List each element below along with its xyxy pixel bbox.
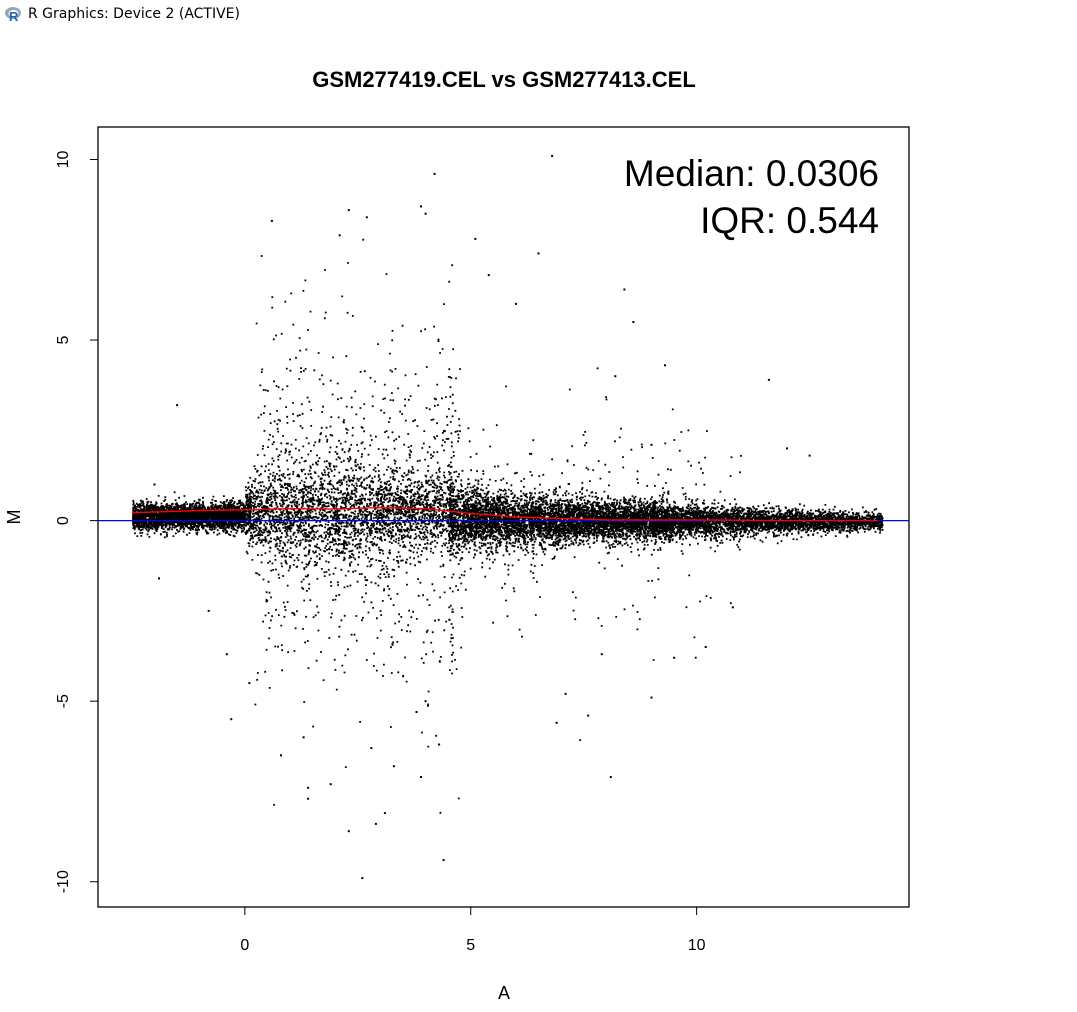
outlier-point: [153, 483, 156, 486]
window-titlebar: R R Graphics: Device 2 (ACTIVE): [0, 0, 1077, 28]
outlier-point: [551, 154, 554, 157]
outlier-point: [420, 205, 422, 208]
outlier-point: [280, 754, 282, 757]
outlier-point: [424, 212, 427, 215]
r-logo-icon: R: [5, 7, 21, 23]
chart-title: GSM277419.CEL vs GSM277413.CEL: [312, 67, 696, 92]
outlier-point: [664, 364, 666, 367]
outlier-point: [474, 237, 477, 240]
outlier-point: [347, 830, 350, 833]
outlier-point: [158, 577, 160, 580]
y-tick-label: 5: [55, 336, 72, 345]
scatter-points: [132, 238, 884, 814]
outlier-point: [555, 721, 558, 724]
outlier-point: [632, 321, 635, 323]
y-axis-label: M: [4, 510, 24, 525]
outlier-point: [415, 711, 418, 713]
outlier-point: [270, 219, 273, 222]
window-title: R Graphics: Device 2 (ACTIVE): [28, 6, 240, 22]
outlier-point: [365, 216, 368, 219]
outlier-point: [442, 859, 445, 862]
x-tick-label: 10: [688, 937, 706, 954]
outlier-point: [207, 609, 210, 612]
outlier-point: [600, 653, 603, 656]
outlier-point: [514, 302, 517, 305]
outlier-points: [153, 154, 811, 880]
outlier-point: [338, 234, 341, 237]
outlier-point: [731, 606, 734, 609]
outlier-point: [433, 172, 436, 175]
svg-text:R: R: [9, 9, 19, 23]
outlier-point: [623, 288, 626, 291]
outlier-point: [361, 877, 364, 880]
y-axis: -10 -5 0 5 10: [55, 151, 99, 893]
outlier-point: [248, 682, 251, 685]
outlier-point: [392, 765, 395, 768]
outlier-point: [537, 252, 540, 255]
y-tick-label: 0: [55, 516, 72, 525]
outlier-point: [225, 653, 228, 656]
loess-curve: [131, 506, 878, 522]
outlier-point: [564, 692, 567, 695]
outlier-point: [808, 454, 811, 457]
median-annotation: Median: 0.0306: [624, 153, 879, 194]
outlier-point: [609, 776, 612, 778]
outlier-point: [370, 747, 373, 750]
outlier-point: [307, 786, 310, 789]
outlier-point: [307, 797, 310, 800]
iqr-annotation: IQR: 0.544: [700, 200, 879, 241]
x-tick-label: 5: [466, 937, 475, 954]
outlier-point: [420, 776, 422, 778]
point-cloud: [132, 238, 884, 814]
outlier-point: [487, 274, 490, 277]
outlier-point: [704, 646, 707, 648]
outlier-point: [176, 404, 179, 407]
outlier-point: [767, 378, 770, 381]
outlier-point: [374, 822, 377, 825]
outlier-point: [438, 743, 441, 746]
y-tick-label: -10: [55, 870, 72, 893]
outlier-point: [786, 447, 788, 450]
outlier-point: [614, 375, 617, 378]
outlier-point: [383, 812, 386, 815]
y-tick-label: 10: [55, 151, 72, 169]
y-tick-label: -5: [55, 694, 72, 708]
x-tick-label: 0: [240, 937, 249, 954]
outlier-point: [347, 209, 350, 212]
outlier-point: [650, 696, 653, 699]
outlier-point: [329, 783, 332, 786]
outlier-point: [230, 718, 233, 721]
outlier-point: [302, 736, 305, 739]
outlier-point: [587, 714, 590, 717]
x-axis: 0 5 10: [240, 906, 706, 954]
outlier-point: [650, 443, 653, 446]
outlier-point: [673, 656, 676, 659]
x-axis-label: A: [498, 983, 510, 1003]
outlier-point: [424, 700, 427, 703]
